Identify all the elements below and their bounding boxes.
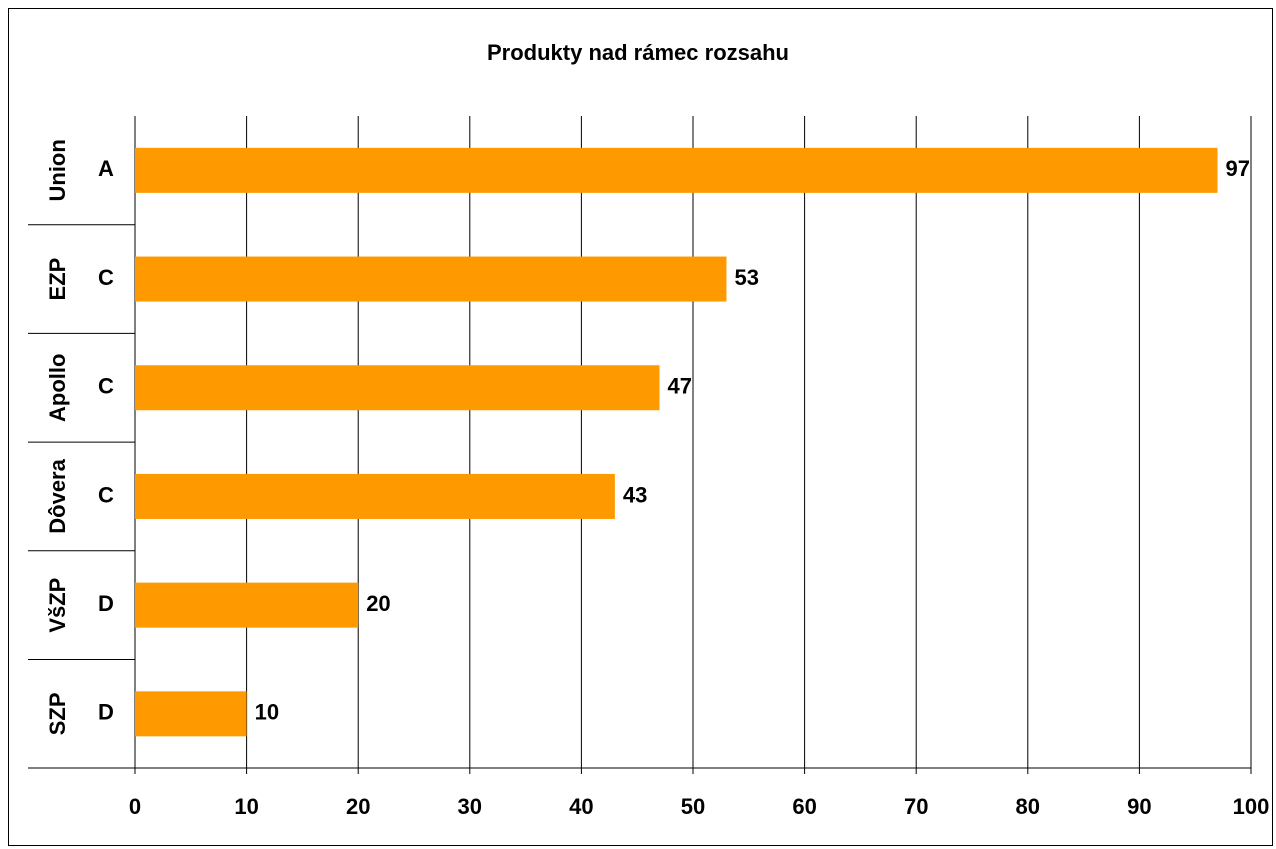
bar-5	[135, 691, 247, 737]
category-label-3: Dôvera	[45, 458, 70, 533]
x-tick-label-4: 40	[569, 794, 593, 819]
subcategory-label-0: A	[98, 156, 114, 181]
subcategory-label-1: C	[98, 265, 114, 290]
data-label-2: 47	[668, 374, 692, 399]
category-label-2: Apollo	[45, 354, 70, 422]
subcategory-label-5: D	[98, 700, 114, 725]
data-label-1: 53	[734, 265, 758, 290]
x-tick-label-7: 70	[904, 794, 928, 819]
x-tick-label-8: 80	[1016, 794, 1040, 819]
x-tick-label-1: 10	[234, 794, 258, 819]
bar-2	[135, 365, 660, 411]
category-label-0: Union	[45, 139, 70, 201]
x-tick-label-5: 50	[681, 794, 705, 819]
x-tick-label-2: 20	[346, 794, 370, 819]
data-label-3: 43	[623, 482, 647, 507]
bar-0	[135, 147, 1218, 193]
bar-1	[135, 256, 727, 302]
subcategory-label-4: D	[98, 591, 114, 616]
data-label-4: 20	[366, 591, 390, 616]
subcategory-label-3: C	[98, 482, 114, 507]
subcategory-label-2: C	[98, 374, 114, 399]
data-label-5: 10	[255, 700, 279, 725]
x-tick-label-9: 90	[1127, 794, 1151, 819]
category-label-4: VšZP	[45, 578, 70, 633]
bar-4	[135, 582, 359, 628]
chart-title: Produkty nad rámec rozsahu	[487, 40, 789, 65]
x-tick-label-10: 100	[1233, 794, 1270, 819]
data-label-0: 97	[1226, 156, 1250, 181]
x-tick-label-0: 0	[129, 794, 141, 819]
x-tick-label-3: 30	[458, 794, 482, 819]
x-tick-label-6: 60	[792, 794, 816, 819]
category-label-5: SZP	[45, 692, 70, 735]
bar-3	[135, 473, 615, 519]
category-label-1: EZP	[45, 258, 70, 301]
